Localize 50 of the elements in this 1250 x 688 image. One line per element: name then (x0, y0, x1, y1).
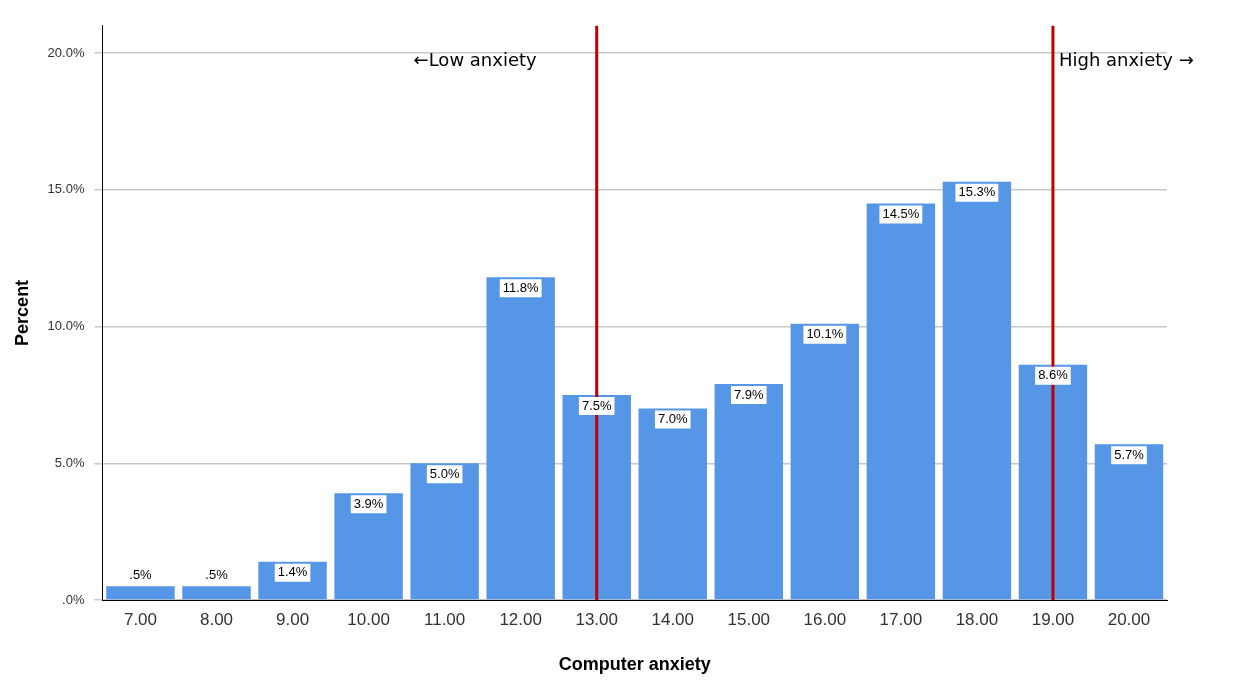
data-label: 7.0% (657, 411, 688, 427)
x-tick-label: 20.00 (1107, 609, 1151, 629)
bar (486, 277, 555, 600)
y-axis-title: Percent (11, 279, 32, 346)
x-tick-label: 15.00 (727, 609, 771, 629)
bar (638, 408, 707, 600)
annotation: High anxiety → (1058, 49, 1194, 71)
y-tick-label: 15.0% (47, 181, 85, 197)
annotation: ←Low anxiety (413, 49, 538, 71)
bar (1094, 444, 1164, 600)
data-label: 10.1% (806, 326, 844, 342)
x-tick-label: 11.00 (423, 609, 466, 629)
bar (562, 394, 631, 600)
data-label: 15.3% (958, 184, 996, 200)
x-tick-label: 8.00 (199, 609, 234, 629)
data-label: 7.9% (733, 386, 765, 402)
data-label: 3.9% (353, 495, 384, 511)
bar (410, 463, 479, 600)
bar (866, 203, 936, 600)
data-label: 5.7% (1114, 446, 1145, 462)
y-tick-label: .0% (62, 591, 85, 607)
y-tick-label: 20.0% (47, 44, 85, 60)
x-tick-label: 7.00 (123, 609, 158, 629)
bar (1018, 364, 1088, 600)
bar (942, 181, 1012, 600)
x-tick-label: 9.00 (276, 609, 310, 629)
bar (106, 586, 175, 600)
data-label: 8.6% (1038, 367, 1069, 383)
data-label: 7.5% (581, 397, 612, 413)
x-tick-label: 10.00 (347, 609, 390, 629)
data-label: .5% (205, 566, 229, 582)
data-label: 1.4% (277, 564, 308, 580)
x-tick-label: 19.00 (1031, 609, 1075, 629)
bar (182, 586, 251, 600)
bar (334, 493, 403, 600)
x-axis-title: Computer anxiety (558, 654, 711, 675)
data-label: .5% (129, 566, 153, 582)
data-label: 5.0% (429, 465, 460, 481)
data-label: 11.8% (502, 279, 540, 295)
y-tick-label: 10.0% (47, 318, 85, 334)
bar (714, 383, 784, 600)
data-label: 14.5% (882, 206, 920, 222)
y-tick-label: 5.0% (54, 454, 85, 470)
bar (790, 323, 860, 600)
x-tick-label: 18.00 (955, 609, 999, 629)
x-tick-label: 13.00 (575, 609, 618, 629)
x-tick-label: 17.00 (879, 609, 923, 629)
x-tick-label: 14.00 (651, 609, 695, 629)
x-tick-label: 12.00 (499, 609, 542, 629)
x-tick-label: 16.00 (803, 609, 847, 629)
